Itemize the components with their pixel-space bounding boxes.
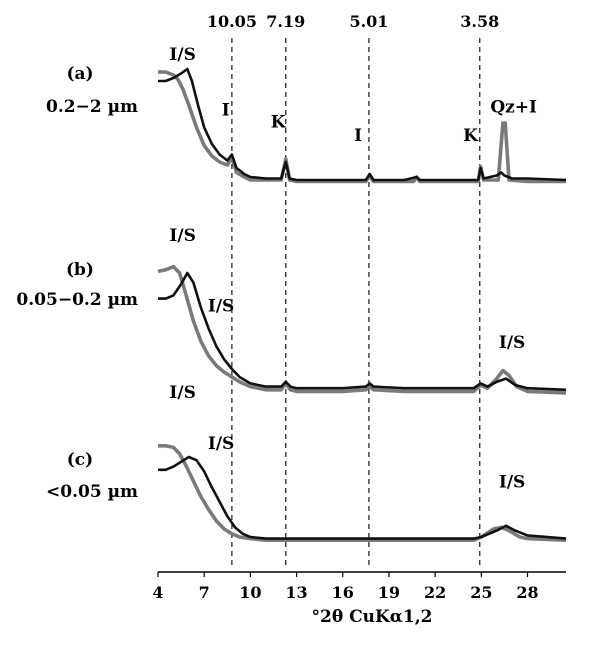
x-tick-label: 10 [239, 583, 261, 602]
size-fraction-label: 0.2−2 µm [46, 97, 138, 117]
x-tick-label: 16 [332, 583, 354, 602]
peak-annotation: Qz+I [490, 98, 537, 118]
x-axis: 4 7 10 13 16 19 22 25 28 [152, 571, 566, 602]
peak-annotation: I/S [169, 383, 195, 403]
x-tick-label: 28 [516, 583, 538, 602]
panel-1: (b) 0.05−0.2 µm I/S I/S I/S [16, 226, 567, 395]
d-spacing-lines: 10.05 7.19 5.01 3.58 [207, 12, 499, 568]
x-tick-label: 7 [199, 583, 210, 602]
panel-2: (c) <0.05 µm I/S I/S I/S [46, 383, 567, 542]
d-spacing-label: 10.05 [207, 12, 257, 31]
x-tick-label: 13 [285, 583, 307, 602]
size-fraction-label: <0.05 µm [46, 482, 138, 502]
peak-annotation: I/S [169, 226, 195, 246]
x-tick-label: 22 [424, 583, 446, 602]
peak-annotation: I/S [169, 45, 195, 65]
d-spacing-label: 5.01 [349, 12, 388, 31]
series-line-black [158, 271, 567, 392]
size-fraction-label: 0.05−0.2 µm [16, 290, 138, 310]
panel-id-label: (b) [66, 260, 94, 280]
xrd-panels: (a) 0.2−2 µm I/S I K I K Qz+I (b) 0.05−0.2 µm I/S I… [16, 45, 567, 542]
peak-annotation: I/S [208, 296, 234, 316]
x-tick-label: 25 [470, 583, 492, 602]
d-spacing-label: 3.58 [460, 12, 499, 31]
x-tick-label: 19 [378, 583, 400, 602]
panel-id-label: (c) [67, 450, 93, 470]
panel-id-label: (a) [66, 64, 93, 84]
peak-annotation: K [463, 126, 479, 146]
peak-annotation: I/S [499, 472, 525, 492]
peak-annotation: I/S [208, 434, 234, 454]
peak-annotation: I/S [499, 333, 525, 353]
d-spacing-label: 7.19 [266, 12, 305, 31]
peak-annotation: K [271, 113, 287, 133]
series-line-black [158, 67, 567, 182]
panel-0: (a) 0.2−2 µm I/S I K I K Qz+I [46, 45, 567, 184]
series-line-gray [157, 264, 567, 395]
x-tick-label: 4 [152, 583, 163, 602]
series-line-gray [158, 70, 566, 184]
peak-annotation: I [354, 126, 362, 146]
peak-annotation: I [222, 101, 230, 121]
series-line-black [158, 455, 567, 540]
x-axis-label: °2θ CuKα1,2 [312, 607, 433, 627]
